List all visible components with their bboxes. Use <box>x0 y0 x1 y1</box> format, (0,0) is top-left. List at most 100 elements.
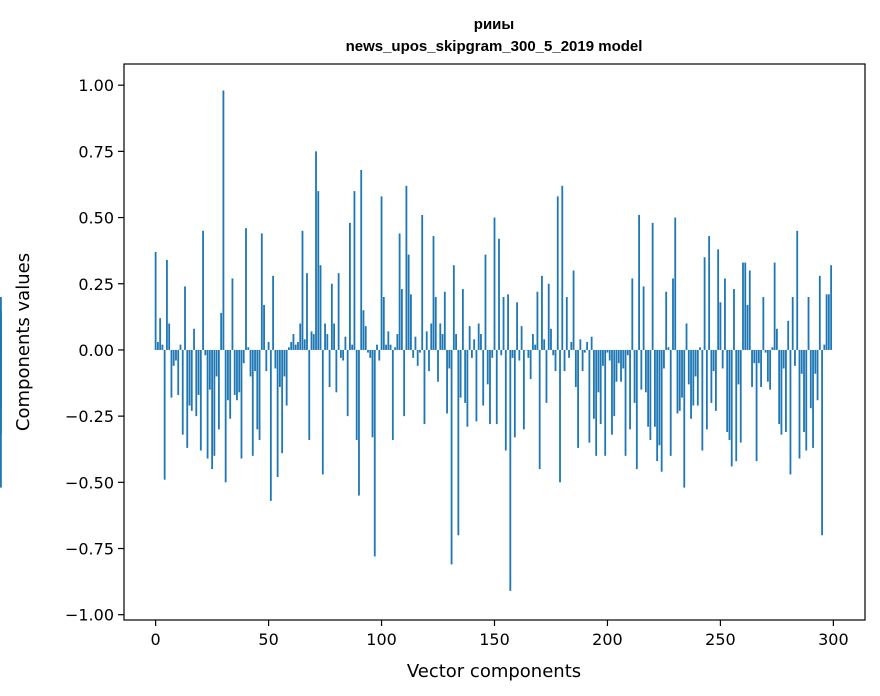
bar-225 <box>663 349 665 369</box>
bar-120 <box>425 331 428 350</box>
bar-298 <box>827 294 830 350</box>
bar-12 <box>181 349 184 435</box>
bar-253 <box>726 349 729 433</box>
bar-135 <box>459 349 462 398</box>
bar-166 <box>529 349 532 380</box>
bar-55 <box>278 349 281 388</box>
bar-238 <box>692 349 695 406</box>
bar-268 <box>760 349 762 388</box>
bar-233 <box>681 349 683 398</box>
bar-130 <box>448 349 451 369</box>
bar-159 <box>513 349 516 438</box>
bar-132 <box>452 265 455 350</box>
bar-271 <box>766 349 769 382</box>
bar-189 <box>581 349 584 372</box>
bar-80 <box>335 349 338 393</box>
bar-105 <box>391 349 394 440</box>
bar-108 <box>398 233 401 350</box>
bar-193 <box>590 336 593 350</box>
bar-7 <box>170 349 173 398</box>
bar-61 <box>292 334 295 350</box>
bar-133 <box>455 334 457 350</box>
bar-202 <box>611 349 613 435</box>
bar-36 <box>236 349 238 401</box>
bar-144 <box>480 334 482 350</box>
bar-24 <box>208 349 211 390</box>
bar-125 <box>437 349 439 382</box>
chart-title-line-2: news_upos_skipgram_300_5_2019 model <box>346 38 643 55</box>
bar-97 <box>373 349 376 557</box>
bar-146 <box>484 254 487 350</box>
bar-47 <box>260 233 263 350</box>
bar-203 <box>613 349 616 417</box>
bar-79 <box>333 323 336 350</box>
bar-274 <box>773 262 776 350</box>
bar-228 <box>669 349 672 456</box>
bar-251 <box>721 349 724 369</box>
bar-296 <box>823 344 826 350</box>
bar-249 <box>717 249 720 350</box>
bar-110 <box>403 349 406 417</box>
bar-59 <box>288 347 290 350</box>
bar-19 <box>197 349 200 395</box>
bar-48 <box>263 304 265 350</box>
bar-81 <box>337 273 340 350</box>
bar-172 <box>543 339 546 350</box>
bar-77 <box>328 349 331 388</box>
bar-89 <box>355 349 358 440</box>
bar-121 <box>428 349 430 372</box>
bar-235 <box>685 323 688 350</box>
bar-14 <box>186 349 189 448</box>
bar-30 <box>222 90 225 350</box>
bar-163 <box>522 349 525 430</box>
bar-151 <box>495 349 498 425</box>
bar-192 <box>588 349 591 443</box>
bar-41 <box>247 347 250 350</box>
bar-185 <box>572 270 575 350</box>
bar-190 <box>583 349 586 353</box>
bar-217 <box>644 349 647 393</box>
x-tick-label: 150 <box>479 630 510 649</box>
bar-91 <box>360 169 363 350</box>
bar-260 <box>742 262 744 350</box>
bar-269 <box>762 296 765 350</box>
bar-5 <box>166 259 168 350</box>
bar-52 <box>272 275 275 350</box>
bar-294 <box>818 275 821 350</box>
bar-6 <box>168 323 171 350</box>
bar-174 <box>547 283 550 350</box>
bar-201 <box>608 349 611 361</box>
bar-289 <box>807 296 810 350</box>
y-axis-label: Components values <box>13 253 34 431</box>
bar-279 <box>785 349 787 433</box>
bar-154 <box>502 296 505 350</box>
bar-67 <box>306 273 308 350</box>
bar-137 <box>464 349 467 403</box>
bar-72 <box>317 191 320 350</box>
bar-248 <box>714 349 717 411</box>
bar-126 <box>439 323 442 350</box>
bar-129 <box>446 349 448 414</box>
bar-73 <box>319 265 322 350</box>
y-tick-label: −0.25 <box>65 407 114 426</box>
bar-35 <box>233 349 236 395</box>
bar-112 <box>407 254 410 350</box>
bar-282 <box>791 296 794 350</box>
bar-43 <box>251 349 254 456</box>
bar-290 <box>809 349 812 409</box>
bar-3 <box>161 344 164 350</box>
bar-243 <box>703 257 706 350</box>
bar-113 <box>410 294 412 350</box>
bar-263 <box>748 270 751 350</box>
bar-44 <box>254 349 256 372</box>
bar-168 <box>534 344 537 350</box>
bar-102 <box>385 344 387 350</box>
bar-240 <box>696 349 699 406</box>
bar-252 <box>724 278 726 350</box>
bar-270 <box>764 349 767 353</box>
bar-103 <box>387 331 390 350</box>
bar-194 <box>593 349 595 419</box>
bar-175 <box>550 328 552 350</box>
bar-295 <box>821 349 823 536</box>
bar-257 <box>735 349 738 462</box>
